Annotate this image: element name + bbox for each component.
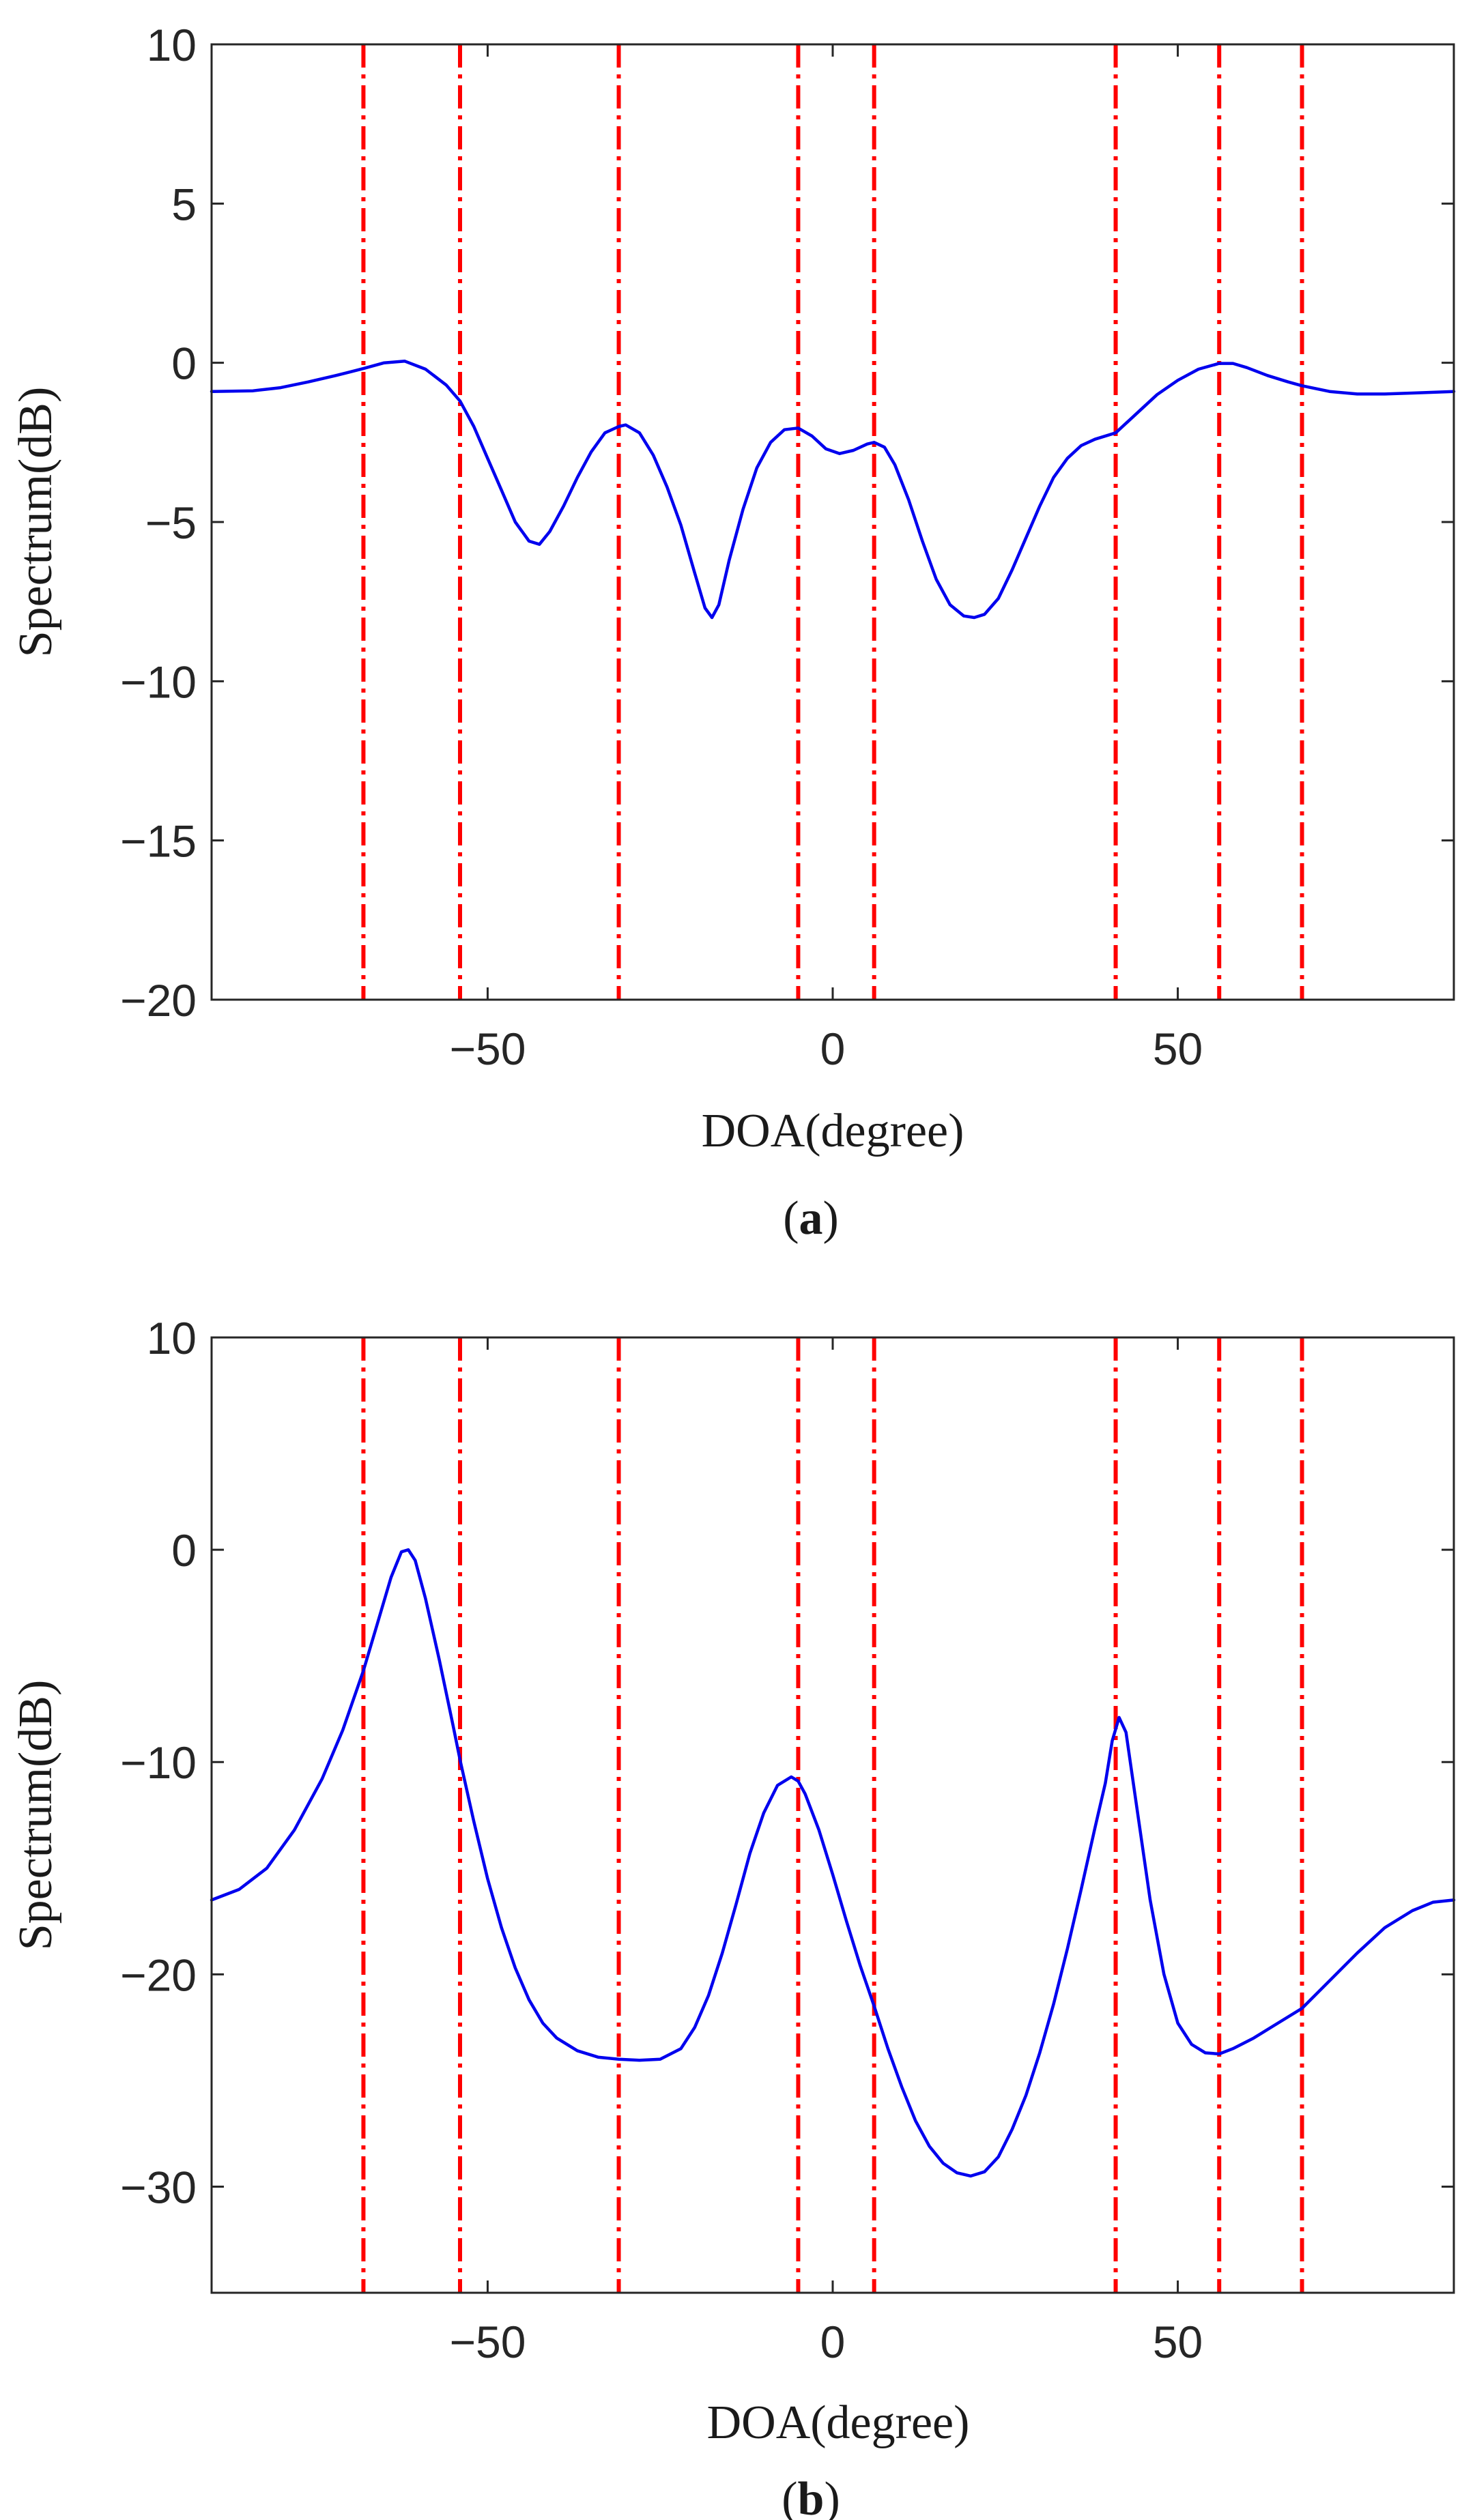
x-tick-label-a-2: 0 (820, 1024, 846, 1074)
x-tick-label-a-3: 50 (1153, 1024, 1203, 1074)
x-tick-label-a-1: −50 (449, 1024, 526, 1074)
y-tick-label-a-5: −10 (120, 656, 197, 707)
y-axis-label-b: Spectrum(dB) (10, 1680, 62, 1951)
y-tick-label-a-4: −5 (145, 497, 197, 548)
chart-panel-b: −50 0 50 100−10−20−30 DOA(degree) Spectrum… (10, 1313, 1456, 2520)
panel-label-b: (b) (782, 2473, 840, 2520)
x-tick-label-b-2: 0 (820, 2317, 846, 2367)
y-axis-label-a: Spectrum(dB) (10, 387, 62, 658)
y-tick-label-a-6: −15 (120, 816, 197, 867)
y-tick-label-b-4: −20 (120, 1950, 197, 2000)
x-axis-label-b: DOA(degree) (707, 2396, 970, 2449)
y-tick-label-a-7: −20 (120, 975, 197, 1026)
y-tick-label-b-2: 0 (171, 1525, 197, 1576)
spectrum-line-b (210, 1548, 1456, 2178)
y-tick-label-a-1: 10 (147, 20, 197, 70)
y-tick-label-a-3: 0 (171, 338, 197, 389)
y-tick-label-b-5: −30 (120, 2162, 197, 2212)
panel-label-a: (a) (783, 1192, 839, 1245)
y-tick-label-b-3: −10 (120, 1737, 197, 1788)
x-tick-label-b-1: −50 (449, 2317, 526, 2367)
x-axis-label-a: DOA(degree) (702, 1105, 964, 1157)
y-tick-label-a-2: 5 (171, 179, 197, 229)
panel-label-letter-a: a (799, 1192, 823, 1245)
spectrum-line-a (210, 360, 1456, 620)
y-tick-label-b-1: 10 (147, 1313, 197, 1363)
x-tick-label-b-3: 50 (1153, 2317, 1203, 2367)
panel-label-letter-b: b (798, 2473, 825, 2520)
